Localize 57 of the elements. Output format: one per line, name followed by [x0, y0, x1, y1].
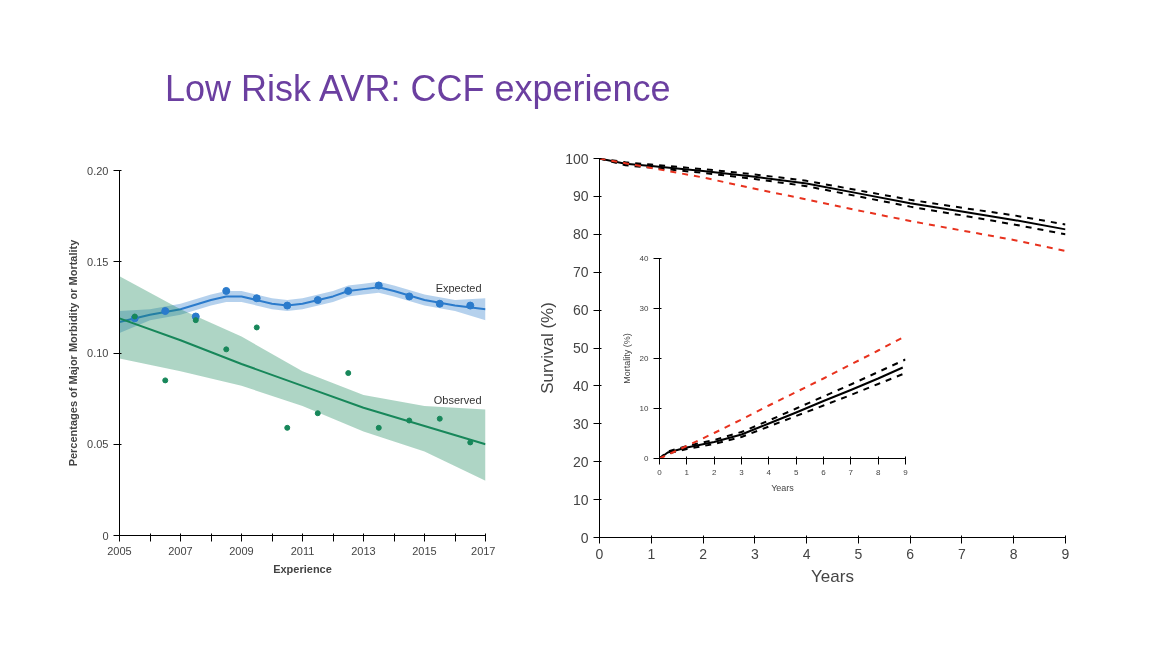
y-tick-label: 40	[639, 254, 650, 263]
y-tick-label: 90	[572, 188, 589, 205]
y-axis-title: Percentages of Major Morbidity or Mortality	[67, 238, 80, 467]
x-tick-label: 9	[1061, 545, 1070, 562]
y-tick-label: 70	[572, 264, 589, 281]
y-tick-label: 100	[565, 150, 589, 167]
x-tick-label: 8	[1009, 545, 1018, 562]
y-tick-label: 0	[580, 529, 589, 546]
x-tick-label: 2011	[290, 544, 315, 557]
x-tick-label: 5	[854, 545, 863, 562]
y-tick-label: 10	[572, 491, 589, 508]
y-tick-label: 0	[102, 529, 109, 542]
x-tick-label: 4	[802, 545, 811, 562]
y-tick-label: 0.20	[87, 164, 109, 177]
y-tick-label: 40	[572, 377, 589, 394]
x-tick-label: 3	[739, 467, 745, 477]
x-tick-label: 4	[766, 467, 772, 477]
x-tick-label: 1	[647, 545, 656, 562]
y-tick-label: 30	[572, 415, 589, 432]
x-tick-label: 9	[903, 467, 909, 477]
y-tick-label: 80	[572, 226, 589, 243]
x-tick-label: 3	[750, 545, 759, 562]
y-axis-title: Mortality (%)	[621, 333, 632, 384]
x-tick-label: 7	[958, 545, 967, 562]
x-tick-label: 8	[875, 467, 881, 477]
x-tick-label: 2005	[107, 544, 132, 557]
x-tick-label: 2009	[229, 544, 254, 557]
x-tick-label: 2017	[471, 544, 496, 557]
text: Observed	[433, 393, 482, 406]
x-tick-label: 6	[821, 467, 827, 477]
x-tick-label: 2013	[351, 544, 376, 557]
x-tick-label: 0	[595, 545, 604, 562]
y-tick-label: 20	[639, 354, 650, 363]
x-axis-title: Years	[771, 482, 795, 493]
x-tick-label: 0	[657, 467, 663, 477]
x-tick-label: 5	[793, 467, 799, 477]
y-tick-label: 0.15	[87, 255, 109, 268]
y-tick-label: 0	[644, 454, 650, 463]
x-axis-title: Experience	[273, 562, 332, 575]
y-axis-title: Survival (%)	[538, 302, 558, 394]
y-tick-label: 50	[572, 340, 589, 356]
y-tick-label: 10	[639, 404, 650, 413]
x-tick-label: 2	[699, 545, 708, 562]
y-tick-label: 0.10	[87, 347, 109, 359]
x-axis-title: Years	[811, 566, 854, 586]
y-tick-label: 20	[572, 453, 589, 470]
x-tick-label: 2015	[412, 544, 437, 557]
y-tick-label: 30	[639, 304, 650, 313]
y-tick-label: 0.05	[87, 438, 109, 451]
x-tick-label: 2007	[168, 544, 193, 557]
x-tick-label: 2	[711, 467, 717, 477]
series-label: Expected	[435, 282, 482, 295]
x-tick-label: 6	[906, 545, 915, 562]
x-tick-label: 7	[848, 467, 854, 477]
x-tick-label: 1	[684, 467, 690, 477]
chart-title: Low Risk AVR: CCF experience	[165, 67, 671, 111]
y-tick-label: 60	[572, 302, 589, 319]
